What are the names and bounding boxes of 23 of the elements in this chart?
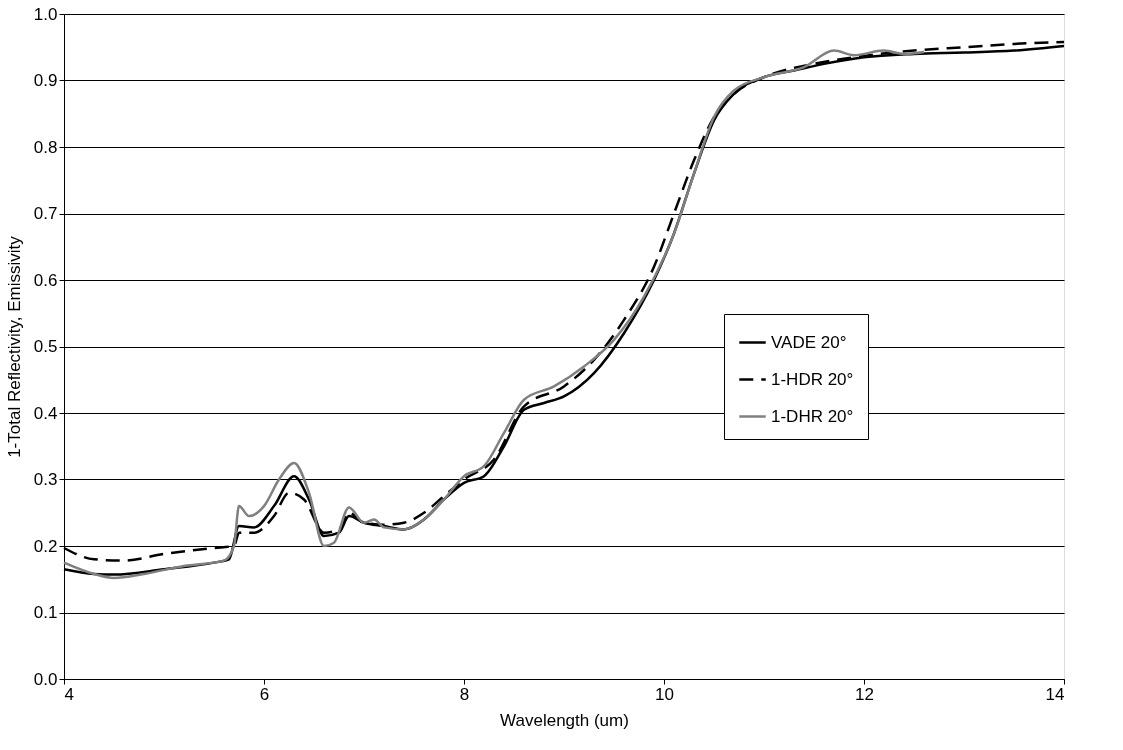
x-axis-title: Wavelength (um) xyxy=(500,710,629,730)
y-tick-label: 0.2 xyxy=(33,536,58,556)
y-tick-label: 0.8 xyxy=(33,137,58,157)
line-series xyxy=(62,49,926,580)
y-tick-label: 0.1 xyxy=(33,603,58,622)
legend-label: 1-DHR 20° xyxy=(771,406,854,426)
y-tick-label: 0.3 xyxy=(33,470,58,489)
x-tick-label: 14 xyxy=(1045,684,1065,704)
y-tick-label: 0.9 xyxy=(33,71,58,90)
y-tick-label: 1.0 xyxy=(33,4,58,24)
y-tick-label: 0.5 xyxy=(33,337,58,356)
y-axis-title: 1-Total Reflectivity, Emissivity xyxy=(4,235,24,458)
x-tick-label: 12 xyxy=(855,684,874,704)
y-tick-label: 0.7 xyxy=(33,204,58,223)
y-tick-label: 0.0 xyxy=(33,669,58,689)
x-tick-label: 8 xyxy=(459,684,470,704)
legend-label: 1-HDR 20° xyxy=(771,369,854,389)
x-tick-label: 10 xyxy=(655,684,674,704)
x-tick-label: 6 xyxy=(259,684,270,704)
x-tick-label: 4 xyxy=(64,684,74,704)
y-tick-label: 0.6 xyxy=(33,270,58,290)
legend-label: VADE 20° xyxy=(771,332,847,352)
y-tick-label: 0.4 xyxy=(33,403,58,423)
